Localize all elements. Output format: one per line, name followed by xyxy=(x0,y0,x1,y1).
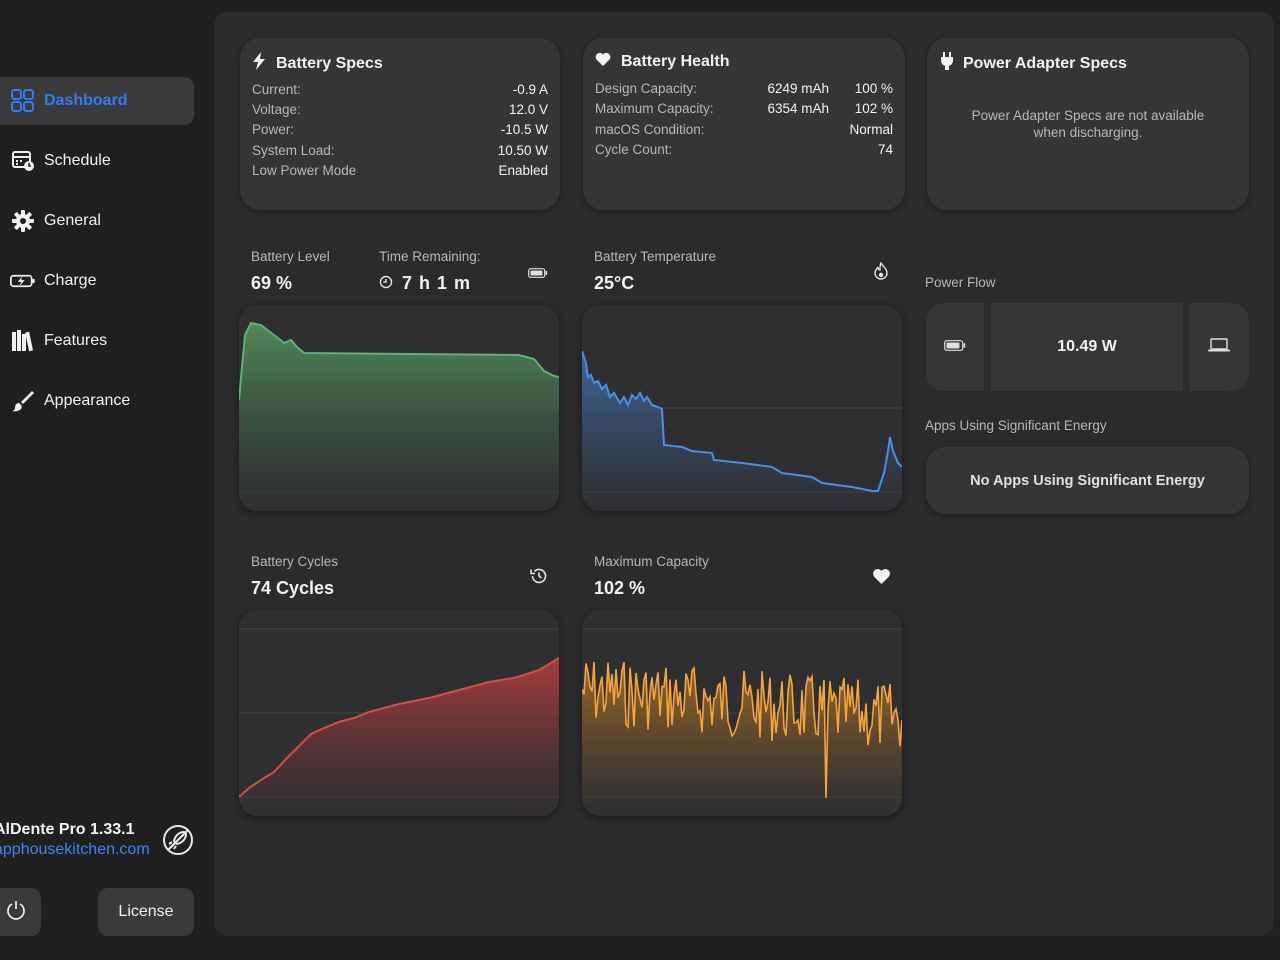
license-button[interactable]: License xyxy=(98,888,194,936)
power-flow-label: Power Flow xyxy=(925,275,996,290)
bolt-icon xyxy=(252,52,266,75)
time-remaining-label: Time Remaining: xyxy=(379,249,481,264)
battery-temperature-label: Battery Temperature xyxy=(594,249,717,264)
battery-level-line xyxy=(239,321,559,401)
power-flow-value: 10.49 W xyxy=(991,303,1183,391)
dashboard-grid-icon xyxy=(10,89,36,113)
plug-icon xyxy=(941,52,953,75)
maximum-capacity-line xyxy=(582,661,902,799)
battery-icon xyxy=(528,265,548,283)
maximum-capacity-chart xyxy=(582,610,902,816)
power-adapter-title: Power Adapter Specs xyxy=(963,54,1127,72)
apps-energy-message: No Apps Using Significant Energy xyxy=(926,447,1249,514)
battery-cycles-chart xyxy=(239,610,559,816)
power-icon xyxy=(5,899,27,926)
spec-row: Voltage: 12.0 V xyxy=(252,102,548,117)
battery-level-value: 69 % xyxy=(251,273,293,293)
website-link[interactable]: apphousekitchen.com xyxy=(0,841,150,858)
flame-icon xyxy=(873,261,889,286)
battery-specs-card: Battery Specs Current: -0.9 A Voltage: 12.… xyxy=(240,38,560,210)
rocket-icon[interactable] xyxy=(162,824,194,856)
sidebar-item-appearance[interactable]: Appearance xyxy=(0,377,194,425)
battery-health-title: Battery Health xyxy=(621,52,730,70)
spec-row: Design Capacity: 6249 mAh 100 % xyxy=(595,81,893,96)
battery-level-chart xyxy=(239,305,559,511)
maximum-capacity-value: 102 % xyxy=(594,578,646,598)
battery-level-area xyxy=(239,323,559,511)
battery-cycles-label: Battery Cycles xyxy=(251,554,339,569)
spec-row: Low Power Mode Enabled xyxy=(252,163,548,178)
spec-row: macOS Condition: Normal xyxy=(595,122,893,137)
heart-icon xyxy=(872,568,891,589)
heart-icon xyxy=(595,52,611,71)
battery-temperature-value: 25°C xyxy=(594,273,635,293)
sidebar-item-label: Appearance xyxy=(44,392,131,409)
power-adapter-card: Power Adapter Specs Power Adapter Specs … xyxy=(927,38,1249,210)
battery-temperature-chart xyxy=(582,305,902,511)
main-panel: Battery Specs Current: -0.9 A Voltage: 12.… xyxy=(214,12,1274,936)
sidebar-item-general[interactable]: General xyxy=(0,197,194,245)
battery-health-card: Battery Health Design Capacity: 6249 mAh 1… xyxy=(583,38,905,210)
maximum-capacity-label: Maximum Capacity xyxy=(594,554,709,569)
maximum-capacity-area xyxy=(582,662,902,816)
calendar-clock-icon xyxy=(10,149,36,173)
sidebar-item-label: Dashboard xyxy=(44,92,128,109)
time-remaining-value: 7 h 1 m xyxy=(402,273,472,293)
clock-icon xyxy=(379,275,393,289)
books-icon xyxy=(10,329,36,353)
power-flow-battery xyxy=(926,303,984,391)
battery-temperature-area xyxy=(582,351,902,511)
sidebar-item-features[interactable]: Features xyxy=(0,317,194,365)
battery-cycles-line xyxy=(239,657,559,798)
spec-row: Maximum Capacity: 6354 mAh 102 % xyxy=(595,101,893,116)
sidebar-item-charge[interactable]: Charge xyxy=(0,257,194,305)
app-version: AlDente Pro 1.33.1 xyxy=(0,821,135,838)
history-icon xyxy=(529,566,549,591)
sidebar-item-label: Features xyxy=(44,332,108,349)
battery-cycles-area xyxy=(239,658,559,816)
spec-row: System Load: 10.50 W xyxy=(252,143,548,158)
battery-icon xyxy=(944,338,966,356)
sidebar-item-label: General xyxy=(44,212,101,229)
power-flow-laptop xyxy=(1189,303,1249,391)
power-adapter-message: Power Adapter Specs are not available wh… xyxy=(971,108,1205,140)
spec-row: Current: -0.9 A xyxy=(252,82,548,97)
spec-row: Power: -10.5 W xyxy=(252,122,548,137)
spec-row: Cycle Count: 74 xyxy=(595,142,893,157)
battery-specs-title: Battery Specs xyxy=(276,54,383,72)
apps-energy-label: Apps Using Significant Energy xyxy=(925,418,1107,433)
sidebar-item-schedule[interactable]: Schedule xyxy=(0,137,194,185)
paintbrush-icon xyxy=(10,389,36,413)
sidebar: Dashboard Schedule General xyxy=(0,0,214,960)
sidebar-item-dashboard[interactable]: Dashboard xyxy=(0,77,194,125)
battery-cycles-value: 74 Cycles xyxy=(251,578,335,598)
laptop-icon xyxy=(1208,337,1230,357)
power-button[interactable] xyxy=(0,888,41,936)
battery-level-label: Battery Level xyxy=(251,249,330,264)
sidebar-item-label: Charge xyxy=(44,272,97,289)
battery-temperature-line xyxy=(582,350,902,492)
gear-icon xyxy=(10,209,36,233)
battery-charge-icon xyxy=(10,269,36,293)
sidebar-item-label: Schedule xyxy=(44,152,111,169)
